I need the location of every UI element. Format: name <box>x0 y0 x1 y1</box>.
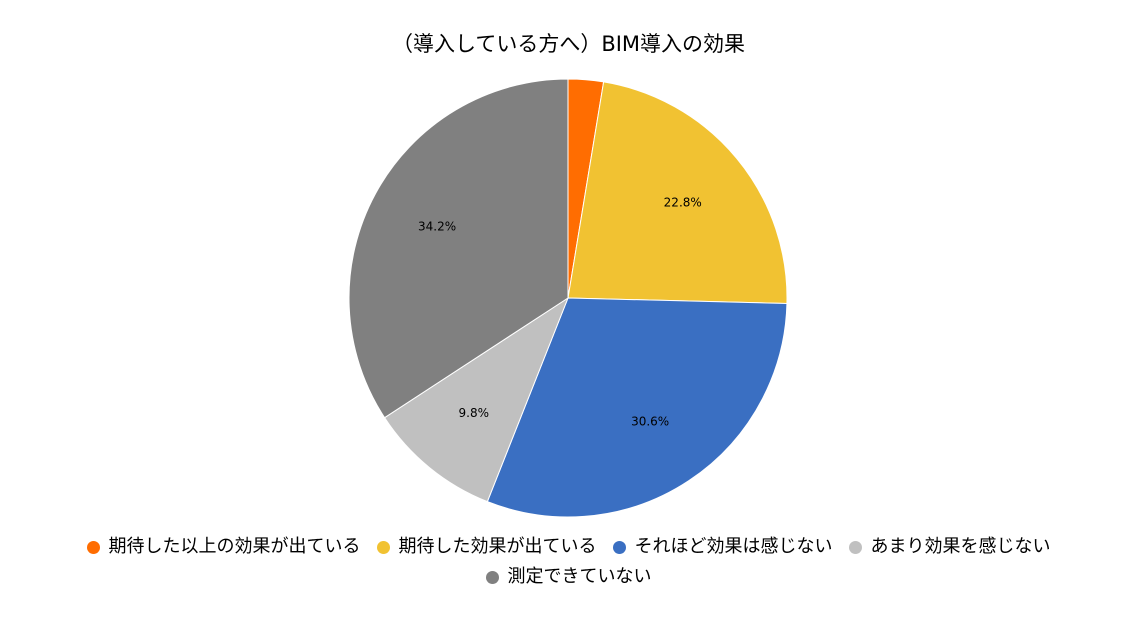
legend-row-1: 期待した以上の効果が出ている 期待した効果が出ている それほど効果は感じない あ… <box>0 535 1137 559</box>
slice-data-label: 30.6% <box>631 415 669 429</box>
chart-title: （導入している方へ）BIM導入の効果 <box>391 32 746 56</box>
slice-data-label: 34.2% <box>418 220 456 234</box>
legend-marker <box>86 540 100 554</box>
legend-label: 期待した以上の効果が出ている <box>108 536 361 557</box>
legend-item: 期待した以上の効果が出ている <box>86 535 361 559</box>
slice-data-label: 9.8% <box>459 406 490 420</box>
pie-slices <box>348 78 788 518</box>
pie-slice <box>348 78 569 419</box>
legend-item: それほど効果は感じない <box>612 535 833 559</box>
pie-slice <box>383 296 570 503</box>
legend-item: 測定できていない <box>485 565 652 589</box>
pie-data-labels: 22.8% 30.6% 9.8% 34.2% <box>418 196 702 429</box>
pie-slice <box>567 81 788 305</box>
pie-slice <box>486 297 788 518</box>
legend-row-2: 測定できていない <box>0 565 1137 589</box>
legend-marker <box>485 570 499 584</box>
legend-label: それほど効果は感じない <box>634 536 833 557</box>
legend-marker <box>376 540 390 554</box>
legend-item: あまり効果を感じない <box>848 535 1051 559</box>
slice-data-label: 22.8% <box>664 196 702 210</box>
legend-label: あまり効果を感じない <box>870 536 1051 557</box>
legend-label: 期待した効果が出ている <box>398 536 597 557</box>
legend-marker <box>848 540 862 554</box>
legend-item: 期待した効果が出ている <box>376 535 597 559</box>
legend-label: 測定できていない <box>507 566 652 587</box>
legend-marker <box>612 540 626 554</box>
